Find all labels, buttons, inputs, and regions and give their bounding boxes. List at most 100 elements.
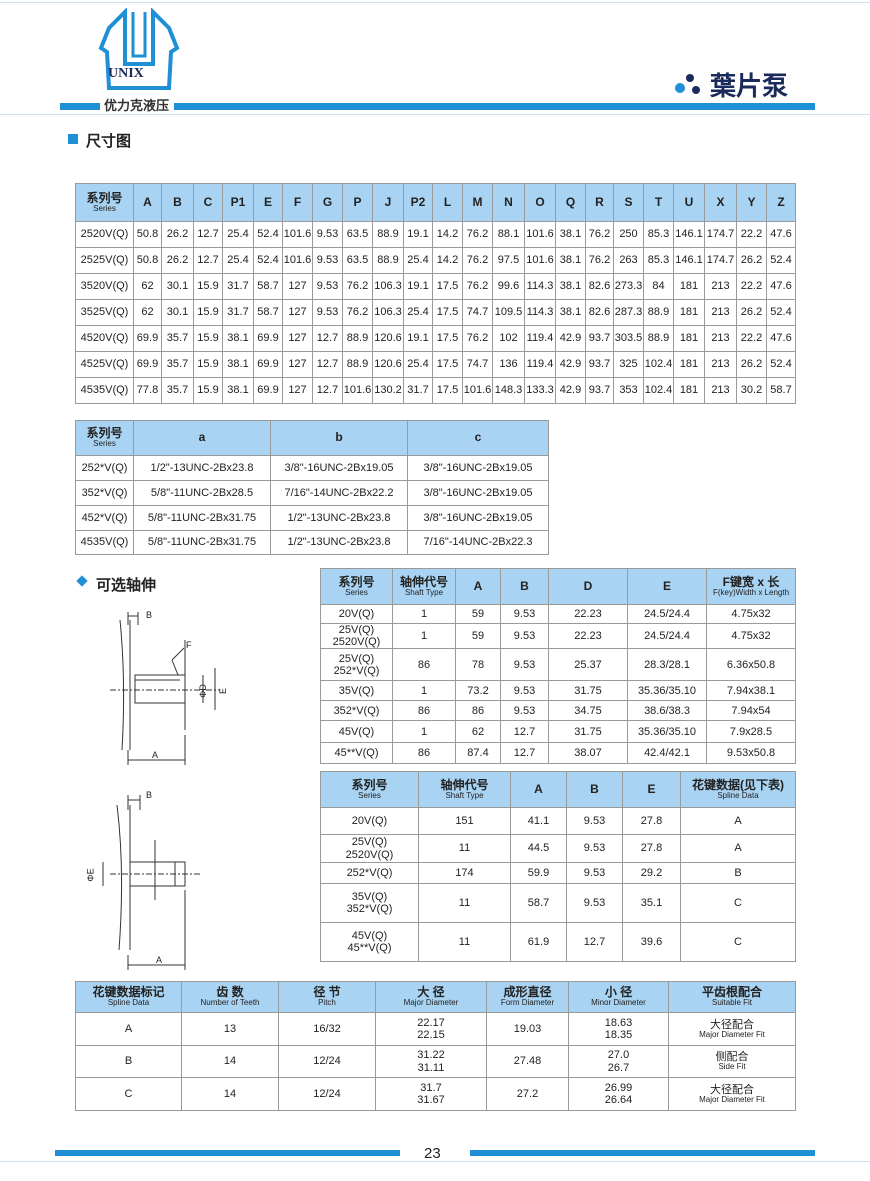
table-row: 25V(Q) 252*V(Q) 86 78 9.53 25.37 28.3/28.1 6.3… — [320, 648, 796, 682]
table-cell: 15.9 — [193, 351, 223, 378]
table-cell: 26.2 — [736, 351, 767, 378]
table-cell: 127 — [282, 325, 313, 352]
table-row: 252*V(Q) 174 59.9 9.53 29.2 B — [320, 862, 796, 884]
column-header: Y — [736, 183, 767, 222]
cell-text-cn: 侧配合 — [715, 1051, 749, 1064]
section-title-dimensions: 尺寸图 — [86, 133, 132, 150]
table-cell: 38.1 — [222, 351, 254, 378]
table-cell: 59 — [455, 604, 501, 624]
table-cell: 120.6 — [372, 325, 404, 352]
table-row: B 14 12/24 31.22 31.11 27.48 27.0 26.7 侧配合 Side… — [75, 1045, 796, 1078]
table-cell: 76.2 — [585, 247, 614, 274]
table-cell: 102 — [492, 325, 525, 352]
column-header: 花键数据标记 Spline Data — [75, 981, 182, 1013]
table-cell: 86 — [392, 700, 456, 722]
cell-text-cn: 径 节 — [313, 985, 341, 999]
table-cell: 252*V(Q) — [75, 455, 134, 481]
table-cell: 174.7 — [704, 247, 737, 274]
table-cell: 213 — [704, 351, 737, 378]
table-cell: 17.5 — [432, 351, 463, 378]
table-cell: 39.6 — [622, 922, 681, 962]
table-cell: 5/8"-11UNC-2Bx31.75 — [133, 505, 271, 531]
table-cell: 88.9 — [643, 325, 674, 352]
table-cell: 26.99 26.64 — [568, 1077, 669, 1111]
table-cell: 127 — [282, 299, 313, 326]
column-header: 小 径 Minor Diameter — [568, 981, 669, 1013]
table-cell: 353 — [613, 377, 644, 404]
label-b-spline: B — [146, 790, 153, 800]
table-cell: 93.7 — [585, 377, 614, 404]
spline-shaft-drawing — [102, 795, 200, 970]
table-cell: 45**V(Q) — [320, 742, 393, 765]
table-cell: 38.1 — [555, 299, 586, 326]
dots-icon — [675, 74, 700, 94]
table-cell: 76.2 — [342, 299, 373, 326]
table-cell: 38.1 — [555, 221, 586, 248]
cell-text-cn: 花键数据(见下表) — [692, 777, 784, 792]
unix-logo — [98, 8, 180, 90]
table-cell: 114.3 — [524, 273, 556, 300]
table-cell: 82.6 — [585, 273, 614, 300]
table-cell: C — [680, 922, 796, 962]
keyed-shaft-drawing — [110, 612, 220, 765]
cell-text-cn: 轴伸代号 — [440, 777, 489, 792]
table-cell: 9.53 — [566, 834, 623, 863]
table-row: A 13 16/32 22.17 22.15 19.03 18.63 18.35 大径配合 M… — [75, 1012, 796, 1046]
footer-bar-left — [55, 1150, 400, 1156]
label-phi-e: ΦE — [85, 868, 96, 882]
table-cell: 7/16"-14UNC-2Bx22.2 — [270, 480, 408, 506]
column-header: 大 径 Major Diameter — [375, 981, 487, 1013]
cell-text-cn: 大径配合 — [710, 1018, 754, 1031]
cell-text-en: Number of Teeth — [200, 998, 260, 1008]
table-cell: 73.2 — [455, 680, 501, 702]
table-cell: 15.9 — [193, 325, 223, 352]
table-cell: 101.6 — [342, 377, 373, 404]
column-header: 系列号 Series — [320, 568, 393, 605]
table-cell: 16/32 — [278, 1012, 376, 1046]
table-cell: A — [680, 807, 796, 835]
table-cell: 11 — [418, 883, 511, 923]
column-header: A — [455, 568, 501, 605]
table-cell: 27.2 — [486, 1077, 569, 1111]
table-cell: 19.1 — [403, 221, 433, 248]
column-header: L — [432, 183, 463, 222]
header-row: 系列号 Series 轴伸代号 Shaft Type A B D E F键宽 x 长 F(key)… — [320, 568, 796, 605]
table-row: 4535V(Q) 5/8"-11UNC-2Bx31.75 1/2"-13UNC-2B… — [75, 530, 549, 555]
thread-table: 系列号 Series a b c 252*V(Q) 1/2"-13UNC-2Bx23.8 3/… — [75, 420, 549, 555]
table-cell: 25.4 — [222, 247, 254, 274]
header-row: 系列号 Series 轴伸代号 Shaft Type A B E 花键数据(见下表) Splin… — [320, 771, 796, 808]
table-cell: 28.3/28.1 — [627, 648, 707, 682]
column-header: E — [627, 568, 707, 605]
cell-text-en: Suitable Fit — [711, 998, 753, 1008]
header-bar-left — [60, 103, 100, 110]
table-cell: 88.9 — [342, 351, 373, 378]
table-cell: 12/24 — [278, 1045, 376, 1078]
table-cell: 4535V(Q) — [75, 530, 134, 555]
table-cell: 1 — [392, 720, 456, 744]
table-row: 3525V(Q) 62 30.1 15.9 31.7 58.7 127 9.53 76.2 106… — [75, 299, 796, 326]
table-cell: 97.5 — [492, 247, 525, 274]
table-cell: B — [75, 1045, 182, 1078]
column-header: 齿 数 Number of Teeth — [181, 981, 279, 1013]
table-cell: 263 — [613, 247, 644, 274]
table-cell: 77.8 — [133, 377, 162, 404]
table-cell: 352*V(Q) — [75, 480, 134, 506]
table-row: 45V(Q) 1 62 12.7 31.75 35.36/35.10 7.9x28.5 — [320, 720, 796, 744]
table-cell: 102.4 — [643, 351, 674, 378]
table-cell: 181 — [673, 325, 705, 352]
table-cell: 26.2 — [161, 247, 194, 274]
column-header: A — [510, 771, 567, 808]
table-cell: 106.3 — [372, 299, 404, 326]
cell-text-cn: 花键数据标记 — [92, 985, 165, 999]
table-cell: 101.6 — [524, 247, 556, 274]
table-cell: 31.7 — [403, 377, 433, 404]
table-cell: 22.17 22.15 — [375, 1012, 487, 1046]
table-cell: 25.4 — [222, 221, 254, 248]
table-cell: 9.53x50.8 — [706, 742, 796, 765]
cell-text-en: Major Diameter Fit — [699, 1094, 765, 1104]
table-cell: 88.9 — [372, 221, 404, 248]
table-row: 25V(Q) 2520V(Q) 11 44.5 9.53 27.8 A — [320, 834, 796, 863]
table-cell: 47.6 — [766, 221, 796, 248]
cell-text-cn: 成形直径 — [503, 985, 552, 999]
